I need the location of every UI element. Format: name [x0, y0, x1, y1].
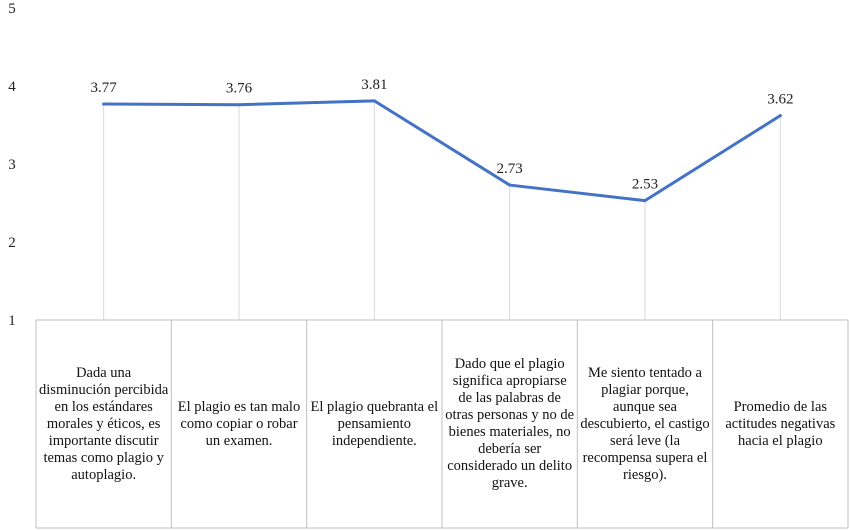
- data-label: 3.76: [226, 81, 253, 97]
- x-category-label: Dado que el plagio significa apropiarse …: [445, 356, 575, 491]
- data-label: 3.81: [361, 77, 387, 93]
- x-category-label: El plagio es tan malo como copiar o roba…: [177, 398, 301, 449]
- data-label: 2.73: [497, 161, 523, 177]
- y-tick-label: 4: [8, 79, 16, 95]
- x-category-label: El plagio quebranta el pensamiento indep…: [310, 398, 439, 449]
- data-point: [237, 103, 241, 107]
- data-point: [372, 99, 376, 103]
- data-point: [508, 183, 512, 187]
- x-category-label: Dada una disminución percibida en los es…: [39, 364, 169, 483]
- data-label: 3.77: [91, 80, 118, 96]
- x-category-label: Me siento tentado a plagiar porque, aunq…: [580, 364, 710, 483]
- series-line: [102, 99, 782, 203]
- y-tick-label: 2: [8, 235, 16, 251]
- y-tick-label: 5: [8, 1, 16, 17]
- y-tick-label: 1: [8, 313, 16, 329]
- x-category-label: Promedio de las actitudes negativas haci…: [725, 398, 836, 449]
- data-point: [778, 114, 782, 118]
- data-label: 2.53: [632, 177, 658, 193]
- data-point: [102, 102, 106, 106]
- y-tick-label: 3: [8, 157, 16, 173]
- data-label: 3.62: [767, 92, 793, 108]
- data-point: [643, 199, 647, 203]
